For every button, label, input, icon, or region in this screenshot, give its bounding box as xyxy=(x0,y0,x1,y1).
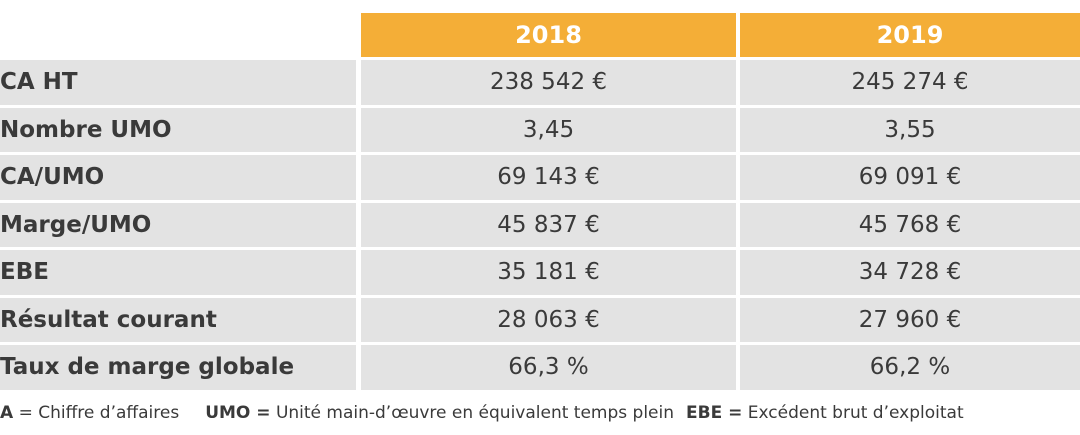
header-2018: 2018 xyxy=(361,13,736,57)
value-2018: 28 063 € xyxy=(361,297,736,342)
legend-ebe-abbr: EBE = xyxy=(686,403,743,423)
table-row: CA HT 238 542 € 245 274 € xyxy=(0,60,1080,105)
row-label: CA HT xyxy=(0,60,356,105)
value-2018: 238 542 € xyxy=(361,60,736,105)
table-row: EBE 35 181 € 34 728 € xyxy=(0,250,1080,295)
row-label: Nombre UMO xyxy=(0,107,356,152)
row-label: Résultat courant xyxy=(0,297,356,342)
row-label: CA/UMO xyxy=(0,155,356,200)
table-row: Taux de marge globale 66,3 % 66,2 % xyxy=(0,345,1080,390)
legend: A = Chiffre d’affaires UMO = Unité main-d… xyxy=(0,403,1080,431)
legend-umo-abbr: UMO = xyxy=(205,403,271,423)
value-2019: 69 091 € xyxy=(740,155,1080,200)
value-2019: 34 728 € xyxy=(740,250,1080,295)
value-2018: 3,45 xyxy=(361,107,736,152)
value-2018: 69 143 € xyxy=(361,155,736,200)
row-label: EBE xyxy=(0,250,356,295)
table-row: Nombre UMO 3,45 3,55 xyxy=(0,107,1080,152)
legend-umo-text: Unité main-d’œuvre en équivalent temps p… xyxy=(275,403,675,423)
table-header-row: 2018 2019 xyxy=(0,13,1080,57)
header-blank-cell xyxy=(0,13,356,57)
value-2019: 3,55 xyxy=(740,107,1080,152)
legend-ca-text: = Chiffre d’affaires xyxy=(18,403,180,423)
value-2018: 45 837 € xyxy=(361,202,736,247)
value-2019: 45 768 € xyxy=(740,202,1080,247)
results-table: 2018 2019 CA HT 238 542 € 245 274 € Nomb… xyxy=(0,13,1080,393)
table-row: Marge/UMO 45 837 € 45 768 € xyxy=(0,202,1080,247)
legend-ca-abbr: A xyxy=(0,403,14,423)
table-row: Résultat courant 28 063 € 27 960 € xyxy=(0,297,1080,342)
header-2019: 2019 xyxy=(740,13,1080,57)
value-2018: 35 181 € xyxy=(361,250,736,295)
value-2019: 27 960 € xyxy=(740,297,1080,342)
row-label: Taux de marge globale xyxy=(0,345,356,390)
table-row: CA/UMO 69 143 € 69 091 € xyxy=(0,155,1080,200)
legend-ebe-text: Excédent brut d’exploitat xyxy=(747,403,964,423)
row-label: Marge/UMO xyxy=(0,202,356,247)
value-2019: 245 274 € xyxy=(740,60,1080,105)
value-2018: 66,3 % xyxy=(361,345,736,390)
value-2019: 66,2 % xyxy=(740,345,1080,390)
